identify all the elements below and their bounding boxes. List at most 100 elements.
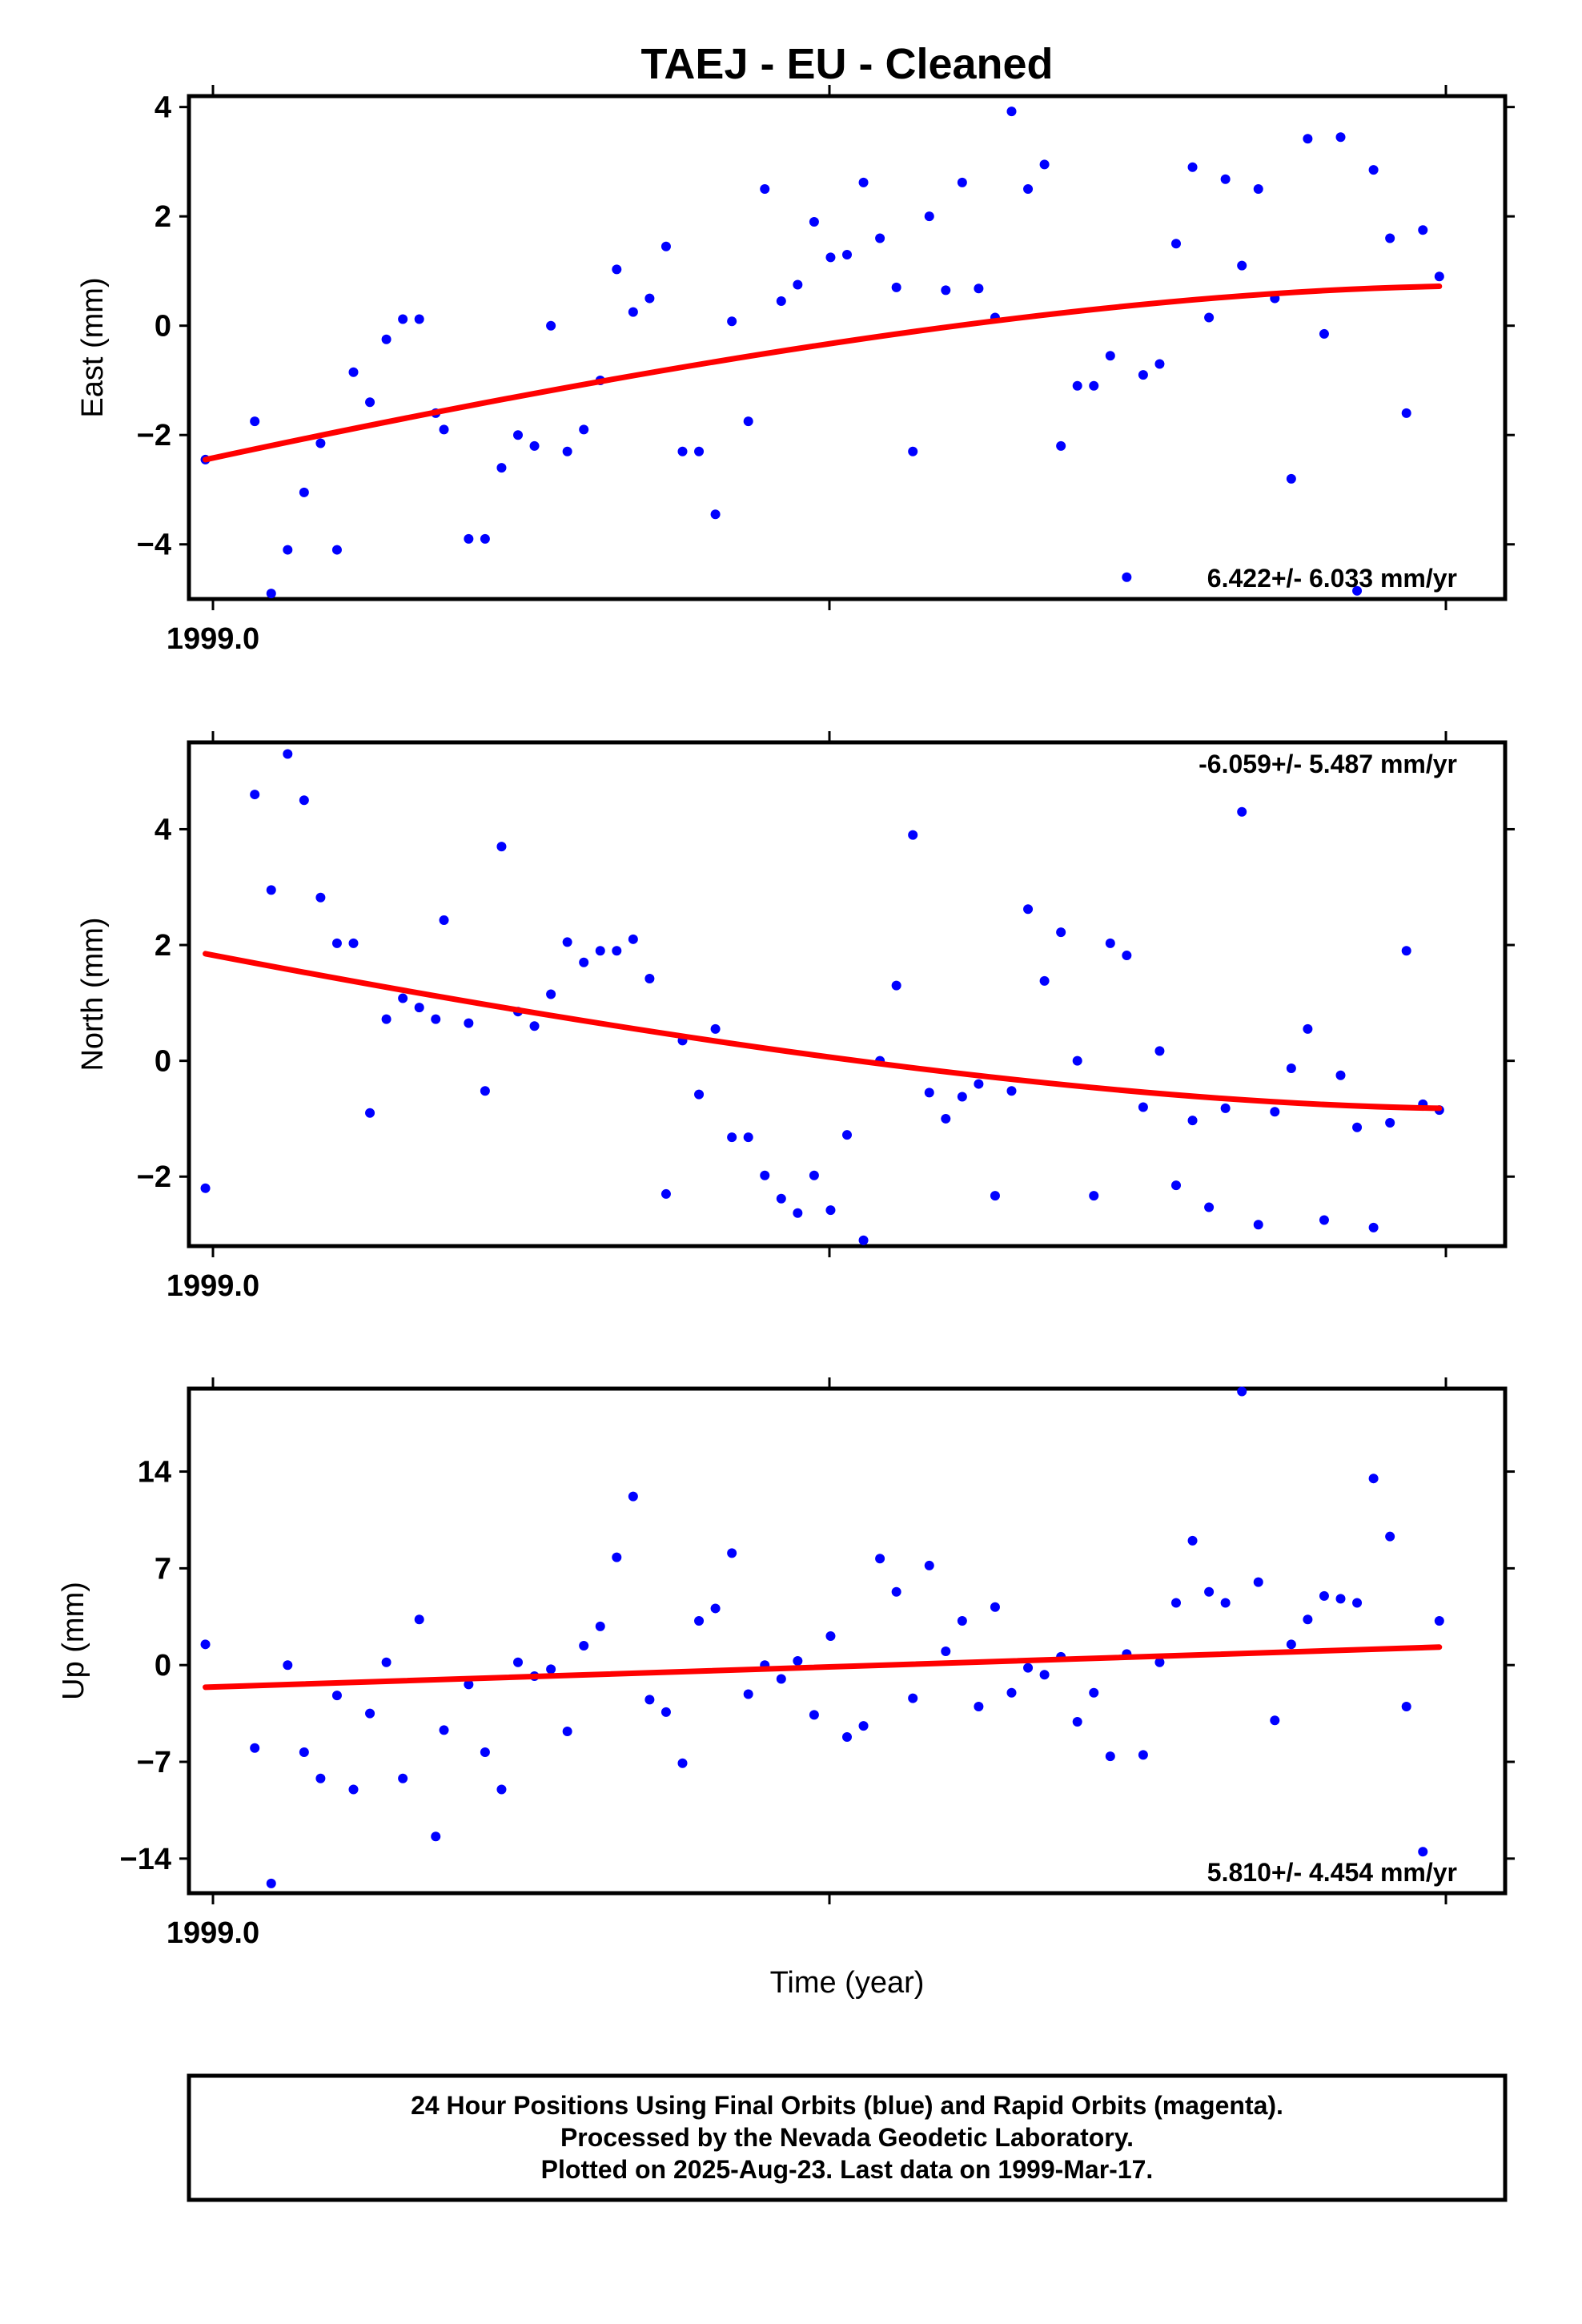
north-data-point bbox=[1270, 1107, 1280, 1117]
north-data-point bbox=[776, 1193, 786, 1204]
north-data-point bbox=[710, 1023, 721, 1034]
up-data-point bbox=[1204, 1586, 1215, 1597]
up-rate-label: 5.810+/- 4.454 mm/yr bbox=[1207, 1858, 1457, 1887]
east-data-point bbox=[1089, 380, 1099, 391]
up-y-tick-label: −14 bbox=[120, 1843, 171, 1876]
east-fit-line bbox=[203, 283, 1443, 463]
east-rate-label: 6.422+/- 6.033 mm/yr bbox=[1207, 564, 1457, 593]
up-plot-frame bbox=[187, 1386, 1508, 1896]
north-y-tick-label: −2 bbox=[137, 1160, 171, 1194]
east-data-point bbox=[974, 283, 984, 294]
east-data-point bbox=[875, 233, 885, 243]
up-fit-line bbox=[203, 1644, 1443, 1691]
north-data-point bbox=[760, 1170, 770, 1180]
up-data-point bbox=[1072, 1716, 1082, 1727]
east-data-point bbox=[941, 285, 951, 296]
up-data-point bbox=[1401, 1701, 1411, 1711]
north-y-tick-label: 2 bbox=[155, 929, 171, 963]
north-data-point bbox=[743, 1132, 753, 1143]
east-data-point bbox=[1138, 370, 1148, 380]
north-data-point bbox=[858, 1235, 869, 1245]
north-data-point bbox=[957, 1092, 967, 1102]
north-data-point bbox=[381, 1014, 391, 1024]
east-data-point bbox=[842, 249, 852, 259]
north-data-point bbox=[283, 749, 293, 759]
north-data-point bbox=[809, 1170, 819, 1180]
east-data-point bbox=[250, 416, 260, 427]
east-data-point bbox=[299, 487, 309, 497]
north-data-point bbox=[612, 946, 622, 956]
north-data-point bbox=[200, 1183, 211, 1193]
figure-title: TAEJ - EU - Cleaned bbox=[640, 40, 1053, 88]
east-plot-frame bbox=[187, 94, 1508, 601]
up-data-point bbox=[1368, 1474, 1379, 1484]
east-data-point bbox=[1072, 380, 1082, 391]
east-data-point bbox=[710, 509, 721, 520]
east-data-point bbox=[365, 397, 375, 408]
up-data-point bbox=[1335, 1594, 1346, 1604]
north-data-point bbox=[398, 993, 408, 1003]
east-data-point bbox=[1204, 312, 1215, 323]
north-data-point bbox=[1072, 1055, 1082, 1066]
north-plot-frame bbox=[187, 740, 1508, 1248]
up-data-point bbox=[957, 1615, 967, 1626]
east-data-point bbox=[1006, 107, 1017, 117]
up-data-point bbox=[974, 1701, 984, 1711]
east-data-point bbox=[331, 545, 342, 555]
up-data-point bbox=[644, 1695, 655, 1705]
east-data-point bbox=[496, 463, 507, 473]
east-data-point bbox=[1418, 225, 1428, 235]
east-data-point bbox=[628, 307, 638, 317]
up-y-tick-label: 14 bbox=[138, 1456, 171, 1490]
north-data-point bbox=[480, 1086, 490, 1096]
up-data-point bbox=[513, 1657, 523, 1667]
north-x-tick-label: 1999.0 bbox=[167, 1269, 259, 1303]
east-x-tick-label: 1999.0 bbox=[167, 622, 259, 656]
up-data-point bbox=[990, 1602, 1000, 1612]
up-data-point bbox=[776, 1674, 786, 1684]
up-x-tick-label: 1999.0 bbox=[167, 1916, 259, 1950]
east-y-tick-label: 4 bbox=[155, 91, 171, 125]
up-data-point bbox=[793, 1656, 803, 1667]
east-y-tick-label: −2 bbox=[137, 419, 171, 452]
north-data-point bbox=[595, 946, 605, 956]
north-data-point bbox=[644, 973, 655, 983]
up-data-point bbox=[1303, 1614, 1313, 1625]
north-data-point bbox=[439, 915, 449, 925]
north-data-point bbox=[924, 1088, 934, 1098]
east-data-point bbox=[439, 424, 449, 435]
up-data-point bbox=[1105, 1751, 1115, 1762]
up-data-point bbox=[1006, 1687, 1017, 1698]
up-data-point bbox=[250, 1743, 260, 1753]
east-y-tick-label: 2 bbox=[155, 200, 171, 234]
east-data-point bbox=[398, 314, 408, 324]
east-data-point bbox=[283, 545, 293, 555]
north-data-point bbox=[661, 1188, 671, 1199]
north-data-point bbox=[727, 1132, 737, 1143]
up-data-point bbox=[381, 1657, 391, 1667]
north-data-point bbox=[1401, 946, 1411, 956]
north-y-tick-label: 4 bbox=[155, 813, 171, 846]
up-data-point bbox=[315, 1773, 326, 1783]
up-data-point bbox=[1171, 1598, 1181, 1608]
north-data-point bbox=[842, 1130, 852, 1140]
up-y-axis-label: Up (mm) bbox=[57, 1582, 90, 1700]
up-data-point bbox=[858, 1721, 869, 1731]
up-data-point bbox=[875, 1554, 885, 1564]
x-axis-label: Time (year) bbox=[770, 1966, 925, 2000]
up-data-point bbox=[1270, 1715, 1280, 1726]
east-data-point bbox=[694, 446, 705, 456]
up-data-point bbox=[579, 1641, 589, 1651]
north-data-point bbox=[990, 1191, 1000, 1201]
east-data-point bbox=[1023, 184, 1034, 195]
east-data-point bbox=[1171, 239, 1181, 249]
up-data-point bbox=[414, 1614, 424, 1625]
up-data-point bbox=[439, 1725, 449, 1735]
north-data-point bbox=[315, 892, 326, 903]
north-data-point bbox=[1303, 1023, 1313, 1034]
up-data-point bbox=[1039, 1670, 1050, 1680]
north-data-point bbox=[941, 1113, 951, 1124]
east-data-point bbox=[776, 296, 786, 306]
north-data-point bbox=[1335, 1070, 1346, 1080]
